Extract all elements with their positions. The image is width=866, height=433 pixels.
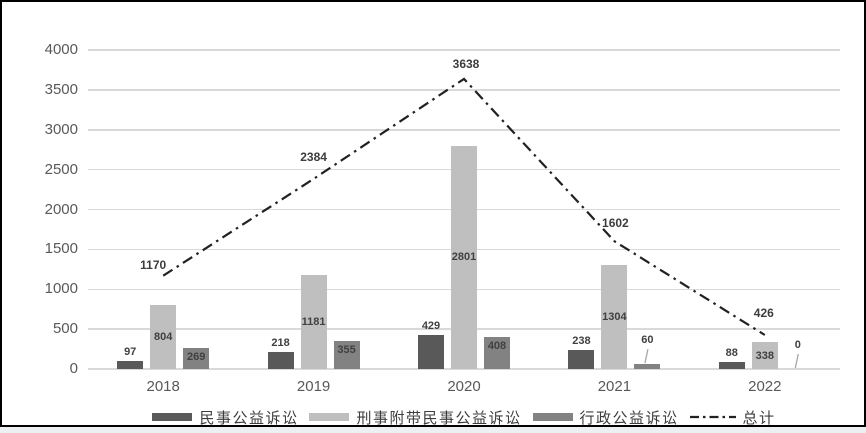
data-label-civil-2022: 88 bbox=[725, 347, 738, 359]
y-axis-tick-label: 2500 bbox=[44, 160, 78, 178]
legend-label-civil: 民事公益诉讼 bbox=[199, 408, 299, 427]
legend-swatch-criminal-incidental-civil bbox=[309, 413, 350, 421]
data-label-total-2019: 2384 bbox=[300, 149, 327, 164]
bar-civil-2022 bbox=[718, 362, 745, 369]
legend-item-administrative: 行政公益诉讼 bbox=[532, 407, 679, 428]
y-axis-tick-label: 2000 bbox=[44, 200, 78, 218]
y-axis-tick-label: 3000 bbox=[44, 120, 78, 138]
legend-dash-dot-line-icon bbox=[689, 415, 736, 419]
bar-administrative-2018 bbox=[183, 347, 210, 369]
x-axis-tick-label: 2020 bbox=[447, 378, 481, 395]
data-label-criminal-incidental-civil-2020: 2801 bbox=[451, 251, 477, 264]
x-axis-tick-label: 2019 bbox=[296, 378, 331, 395]
legend-swatch-civil bbox=[152, 413, 193, 421]
data-label-criminal-incidental-civil-2019: 1181 bbox=[301, 315, 326, 328]
gridline-0 bbox=[88, 368, 840, 370]
data-label-total-2021: 1602 bbox=[602, 216, 629, 231]
data-label-administrative-2022: 0 bbox=[794, 339, 801, 351]
legend-item-total: 总计 bbox=[689, 407, 776, 428]
data-label-administrative-2018: 269 bbox=[187, 350, 206, 363]
data-label-total-2020: 3638 bbox=[452, 56, 480, 71]
bar-administrative-2021 bbox=[634, 364, 661, 369]
y-axis-tick-label: 4000 bbox=[44, 41, 78, 58]
data-label-administrative-2020: 408 bbox=[487, 339, 507, 352]
y-axis-tick-label: 1000 bbox=[44, 280, 78, 298]
gridline-4000 bbox=[88, 49, 840, 51]
data-label-civil-2018: 97 bbox=[124, 346, 137, 359]
data-label-civil-2021: 238 bbox=[572, 335, 591, 347]
bar-administrative-2019 bbox=[333, 340, 360, 369]
y-axis-tick-label: 1500 bbox=[44, 240, 78, 258]
x-axis-tick-label: 2021 bbox=[597, 378, 632, 395]
y-axis-tick-label: 500 bbox=[52, 320, 78, 338]
data-label-total-2022: 426 bbox=[753, 306, 774, 320]
data-label-criminal-incidental-civil-2018: 804 bbox=[154, 330, 173, 343]
legend-label-criminal-incidental-civil: 刑事附带民事公益诉讼 bbox=[356, 408, 522, 427]
legend-item-civil: 民事公益诉讼 bbox=[152, 407, 298, 428]
y-axis-tick-label: 3500 bbox=[44, 80, 78, 98]
gridline-3500 bbox=[88, 89, 840, 91]
legend-swatch-administrative bbox=[532, 413, 573, 421]
bar-civil-2019 bbox=[267, 351, 294, 369]
bar-civil-2021 bbox=[568, 350, 595, 369]
bar-criminal-incidental-civil-2022 bbox=[751, 342, 778, 369]
legend-item-criminal-incidental-civil: 刑事附带民事公益诉讼 bbox=[309, 407, 521, 428]
bar-civil-2018 bbox=[117, 361, 144, 369]
data-label-total-2018: 1170 bbox=[140, 257, 167, 272]
x-axis-tick-label: 2022 bbox=[748, 378, 782, 395]
bar-administrative-2020 bbox=[484, 336, 510, 369]
legend-label-total: 总计 bbox=[742, 408, 776, 427]
data-label-administrative-2019: 355 bbox=[337, 343, 356, 356]
data-label-civil-2019: 218 bbox=[271, 336, 290, 349]
legend-label-administrative: 行政公益诉讼 bbox=[579, 408, 679, 427]
x-axis-tick-label: 2018 bbox=[146, 378, 180, 395]
label-leader-line bbox=[644, 349, 649, 364]
chart-plot-area: 0 500 1000 1500 2000 2500 3000 3500 4000 2018 2019… bbox=[2, 2, 864, 425]
data-label-criminal-incidental-civil-2021: 1304 bbox=[602, 311, 627, 323]
legend: 民事公益诉讼 刑事附带民事公益诉讼 行政公益诉讼 总计 bbox=[86, 405, 842, 429]
gridline-3000 bbox=[88, 129, 840, 131]
y-axis-tick-label: 0 bbox=[69, 360, 78, 377]
data-label-criminal-incidental-civil-2022: 338 bbox=[755, 349, 774, 362]
data-label-administrative-2021: 60 bbox=[641, 334, 654, 347]
bar-civil-2020 bbox=[418, 334, 444, 369]
